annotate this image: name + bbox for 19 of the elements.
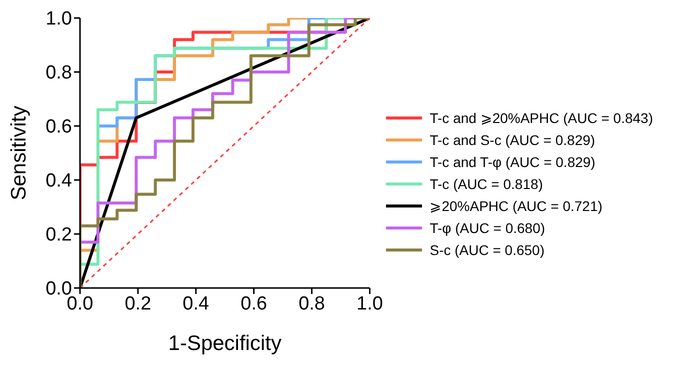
- y-tick-label: 0.8: [46, 62, 72, 84]
- y-tick-label: 0.6: [46, 116, 72, 138]
- x-tick-label: 0.4: [182, 293, 210, 314]
- legend-label: T-c and ⩾20%APHC (AUC = 0.843): [430, 109, 653, 128]
- x-tick-label: 0.2: [124, 293, 152, 314]
- legend-label: T-c (AUC = 0.818): [430, 175, 543, 194]
- y-tick-label: 0.4: [46, 170, 72, 192]
- x-tick-label: 1.0: [356, 293, 383, 314]
- legend-label: ⩾20%APHC (AUC = 0.721): [430, 197, 602, 216]
- x-axis-title: 1-Specificity: [168, 332, 282, 355]
- y-axis-title: Sensitivity: [7, 105, 30, 200]
- y-tick-label: 1.0: [46, 8, 72, 30]
- legend-label: S-c (AUC = 0.650): [430, 241, 544, 260]
- legend-label: T-c and T-φ (AUC = 0.829): [430, 153, 596, 172]
- legend-label: T-φ (AUC = 0.680): [430, 219, 546, 238]
- x-tick-label: 0.8: [298, 293, 325, 314]
- x-tick-label: 0.6: [240, 293, 268, 314]
- legend-label: T-c and S-c (AUC = 0.829): [430, 131, 596, 150]
- y-tick-label: 0.2: [46, 224, 72, 246]
